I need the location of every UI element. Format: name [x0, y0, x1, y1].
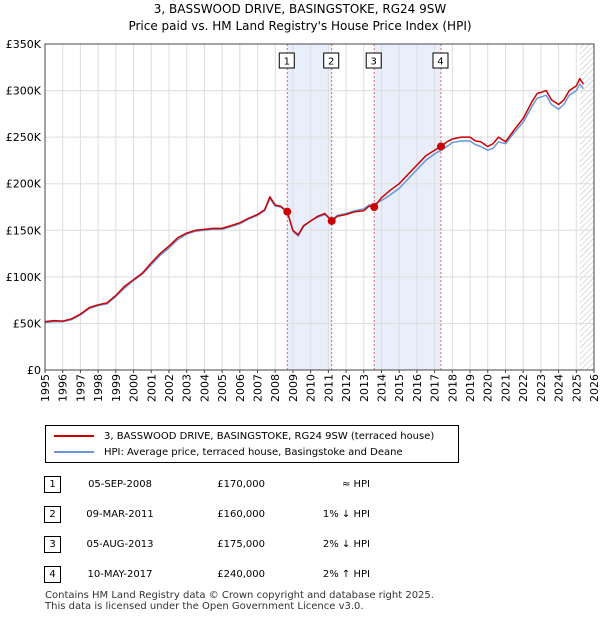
x-tick-label: 2004: [198, 374, 211, 402]
footer: Contains HM Land Registry data © Crown c…: [45, 590, 434, 612]
x-tick-label: 2007: [252, 374, 265, 402]
x-tick-label: 2015: [393, 374, 406, 402]
sale-date: 05-AUG-2013: [86, 539, 154, 550]
sale-number-badge: 1: [44, 476, 61, 493]
sale-number-badge: 2: [44, 506, 61, 523]
sale-hpi-comparison: 2% ↓ HPI: [322, 539, 370, 550]
shaded-period: [287, 44, 332, 370]
x-tick-label: 1999: [110, 374, 123, 402]
axes: £0 £50K £100K £150K £200K £250K £300K £350K 1995…: [6, 38, 600, 402]
sale-label-box: [278, 52, 295, 69]
x-tick-label: 1997: [74, 374, 87, 402]
sale-price: £240,000: [217, 569, 265, 580]
sale-date: 05-SEP-2008: [88, 479, 152, 490]
legend: 3, BASSWOOD DRIVE, BASINGSTOKE, RG24 9SW…: [45, 425, 459, 463]
shaded-periods: [287, 44, 594, 370]
x-tick-label: 2022: [517, 374, 530, 402]
sale-point: [370, 203, 379, 211]
plot-frame: [44, 43, 595, 371]
x-tick-label: 2010: [305, 374, 318, 402]
legend-item-hpi: HPI: Average price, terraced house, Basi…: [54, 445, 403, 459]
x-tick-label: 2014: [375, 374, 388, 402]
sale-price: £175,000: [217, 539, 265, 550]
sale-row: 2 09-MAR-2011 £160,000 1% ↓ HPI: [0, 506, 600, 524]
x-tick-label: 2016: [411, 374, 424, 402]
y-tick-label: £100K: [6, 271, 42, 284]
sale-row: 4 10-MAY-2017 £240,000 2% ↑ HPI: [0, 566, 600, 584]
y-tick-label: £200K: [6, 178, 42, 191]
sale-row: 1 05-SEP-2008 £170,000 ≈ HPI: [0, 476, 600, 494]
sale-label-box: [365, 52, 382, 69]
sale-hpi-comparison: ≈ HPI: [341, 479, 370, 490]
legend-item-property: 3, BASSWOOD DRIVE, BASINGSTOKE, RG24 9SW…: [54, 429, 434, 443]
x-tick-label: 2006: [234, 374, 247, 402]
footer-licence: This data is licensed under the Open Gov…: [45, 601, 364, 612]
x-tick-label: 2019: [464, 374, 477, 402]
y-tick-label: £350K: [6, 38, 42, 51]
sale-number-badge: 4: [44, 566, 61, 583]
sale-price: £160,000: [217, 509, 265, 520]
y-tick-label: £0: [27, 364, 41, 377]
y-tick-label: £50K: [13, 317, 42, 330]
price-chart: 1 2 3 4 £0 £50K £100K £150K £200K £250K £300K £350…: [6, 38, 600, 402]
x-tick-label: 2011: [322, 374, 335, 402]
sale-label-text: 3: [371, 57, 377, 68]
sale-point: [283, 207, 292, 216]
x-tick-label: 2008: [269, 374, 282, 402]
x-tick-label: 2003: [181, 374, 194, 402]
x-tick-label: 2009: [287, 374, 300, 402]
x-tick-label: 2024: [553, 374, 566, 402]
x-tick-label: 2000: [128, 374, 141, 402]
legend-property-swatch: [54, 435, 94, 437]
x-tick-label: 2005: [216, 374, 229, 402]
sale-price: £170,000: [217, 479, 265, 490]
x-tick-label: 1998: [92, 374, 105, 402]
legend-hpi-label: HPI: Average price, terraced house, Basi…: [104, 446, 403, 458]
y-tick-label: £300K: [6, 85, 42, 98]
x-tick-label: 1995: [39, 374, 52, 402]
sale-point: [327, 216, 336, 225]
forecast-hatch: [579, 44, 594, 370]
x-tick-label: 2017: [429, 374, 442, 402]
legend-property-label: 3, BASSWOOD DRIVE, BASINGSTOKE, RG24 9SW…: [104, 430, 435, 442]
sale-label-box: [323, 52, 340, 69]
footer-copyright: Contains HM Land Registry data © Crown c…: [45, 590, 434, 601]
sale-row: 3 05-AUG-2013 £175,000 2% ↓ HPI: [0, 536, 600, 554]
shaded-period: [374, 44, 441, 370]
sale-number-badge: 3: [44, 536, 61, 553]
sale-label-text: 4: [437, 57, 443, 68]
x-tick-label: 1996: [57, 374, 70, 402]
x-tick-label: 2023: [535, 374, 548, 402]
y-tick-label: £150K: [6, 224, 42, 237]
sale-date-lines: 1 2 3 4: [278, 44, 449, 370]
legend-hpi-swatch: [54, 451, 94, 453]
y-tick-label: £250K: [6, 131, 42, 144]
x-tick-label: 2002: [163, 374, 176, 402]
sale-hpi-comparison: 1% ↓ HPI: [322, 509, 370, 520]
x-tick-label: 2020: [482, 374, 495, 402]
x-tick-label: 2001: [145, 374, 158, 402]
chart-title-line2: Price paid vs. HM Land Registry's House …: [128, 19, 472, 33]
x-tick-label: 2013: [358, 374, 371, 402]
x-tick-label: 2025: [570, 374, 583, 402]
sale-date: 10-MAY-2017: [87, 569, 153, 580]
sale-label-text: 2: [328, 57, 334, 68]
sale-date: 09-MAR-2011: [86, 509, 154, 520]
sale-label-box: [432, 52, 449, 69]
x-tick-label: 2026: [588, 374, 600, 402]
sale-label-text: 1: [284, 57, 290, 68]
sale-point: [436, 142, 445, 151]
sale-hpi-comparison: 2% ↑ HPI: [322, 569, 370, 580]
chart-title-line1: 3, BASSWOOD DRIVE, BASINGSTOKE, RG24 9SW: [153, 2, 447, 16]
sale-markers: [283, 142, 445, 225]
x-tick-label: 2018: [446, 374, 459, 402]
x-tick-label: 2021: [499, 374, 512, 402]
x-tick-label: 2012: [340, 374, 353, 402]
